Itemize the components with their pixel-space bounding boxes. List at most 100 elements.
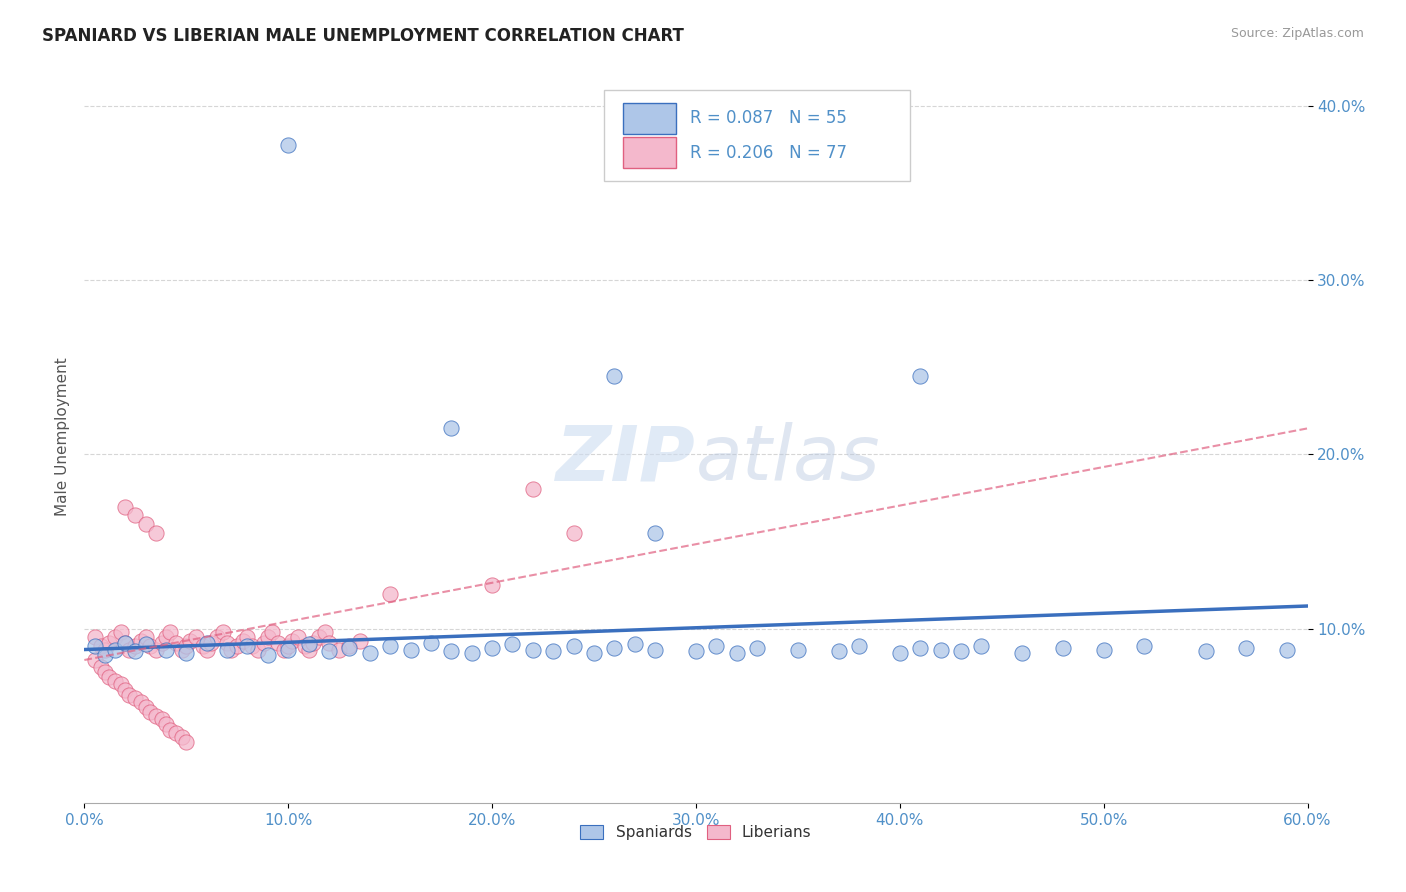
Point <box>200 635 222 649</box>
Point <box>155 631 177 645</box>
Point <box>889 646 911 660</box>
Point <box>131 633 153 648</box>
Point <box>124 644 146 658</box>
Point <box>172 642 194 657</box>
Point <box>145 708 167 723</box>
Point <box>522 483 544 497</box>
Point <box>314 625 336 640</box>
Text: SPANIARD VS LIBERIAN MALE UNEMPLOYMENT CORRELATION CHART: SPANIARD VS LIBERIAN MALE UNEMPLOYMENT C… <box>42 27 685 45</box>
Point <box>1052 640 1074 655</box>
Point <box>339 639 361 653</box>
Point <box>83 653 105 667</box>
Point <box>298 642 321 657</box>
Point <box>1195 644 1218 658</box>
Point <box>257 631 280 645</box>
Point <box>301 635 323 649</box>
Point <box>172 730 194 744</box>
Point <box>165 726 187 740</box>
FancyBboxPatch shape <box>623 103 676 134</box>
Point <box>104 642 127 657</box>
Point <box>159 625 181 640</box>
Point <box>90 660 112 674</box>
Point <box>93 642 115 657</box>
Point <box>359 646 381 660</box>
Point <box>624 637 647 651</box>
Point <box>124 639 146 653</box>
Point <box>114 682 136 697</box>
Point <box>1133 639 1156 653</box>
Point <box>195 635 218 649</box>
Point <box>110 677 132 691</box>
Point <box>277 639 299 653</box>
Point <box>273 642 295 657</box>
Point <box>236 631 259 645</box>
Point <box>950 644 973 658</box>
Point <box>90 639 112 653</box>
Point <box>461 646 484 660</box>
Point <box>318 644 340 658</box>
Point <box>298 637 321 651</box>
Point <box>186 631 208 645</box>
Point <box>135 517 157 532</box>
Point <box>644 525 666 540</box>
Point <box>212 625 235 640</box>
Point <box>583 646 606 660</box>
Text: R = 0.206   N = 77: R = 0.206 N = 77 <box>690 144 846 161</box>
Point <box>848 639 870 653</box>
Point <box>155 717 177 731</box>
Legend: Spaniards, Liberians: Spaniards, Liberians <box>574 819 818 847</box>
Point <box>910 640 932 655</box>
Point <box>114 635 136 649</box>
Point <box>236 639 259 653</box>
Point <box>150 712 173 726</box>
Point <box>93 665 115 680</box>
Point <box>380 639 402 653</box>
Point <box>124 508 146 523</box>
Point <box>294 639 316 653</box>
Point <box>219 642 242 657</box>
Point <box>380 587 402 601</box>
Point <box>281 633 304 648</box>
Point <box>118 642 141 657</box>
Point <box>440 421 463 435</box>
Point <box>828 644 851 658</box>
Point <box>685 644 707 658</box>
Point <box>644 642 666 657</box>
Point <box>339 640 361 655</box>
Point <box>522 642 544 657</box>
Point <box>910 369 932 384</box>
Point <box>118 688 141 702</box>
Point <box>725 646 748 660</box>
Point <box>174 639 197 653</box>
Point <box>308 631 330 645</box>
Point <box>253 635 276 649</box>
Text: ZIP: ZIP <box>557 422 696 496</box>
Point <box>1277 642 1299 657</box>
Point <box>440 644 463 658</box>
Point <box>562 525 585 540</box>
Point <box>267 635 290 649</box>
Point <box>138 639 160 653</box>
Point <box>114 635 136 649</box>
Point <box>1092 642 1115 657</box>
Point <box>603 369 626 384</box>
Text: Source: ZipAtlas.com: Source: ZipAtlas.com <box>1230 27 1364 40</box>
Point <box>481 640 503 655</box>
Point <box>145 525 167 540</box>
Point <box>135 700 157 714</box>
Text: R = 0.087   N = 55: R = 0.087 N = 55 <box>690 109 846 128</box>
Point <box>481 578 503 592</box>
Point <box>114 500 136 514</box>
Point <box>83 631 105 645</box>
Point <box>131 695 153 709</box>
Point <box>135 637 157 651</box>
Point <box>97 670 120 684</box>
Point <box>138 705 160 719</box>
Point <box>110 625 132 640</box>
Point <box>97 635 120 649</box>
Point <box>1011 646 1033 660</box>
Point <box>179 633 201 648</box>
Point <box>232 633 254 648</box>
Point <box>191 639 214 653</box>
Point <box>420 635 443 649</box>
